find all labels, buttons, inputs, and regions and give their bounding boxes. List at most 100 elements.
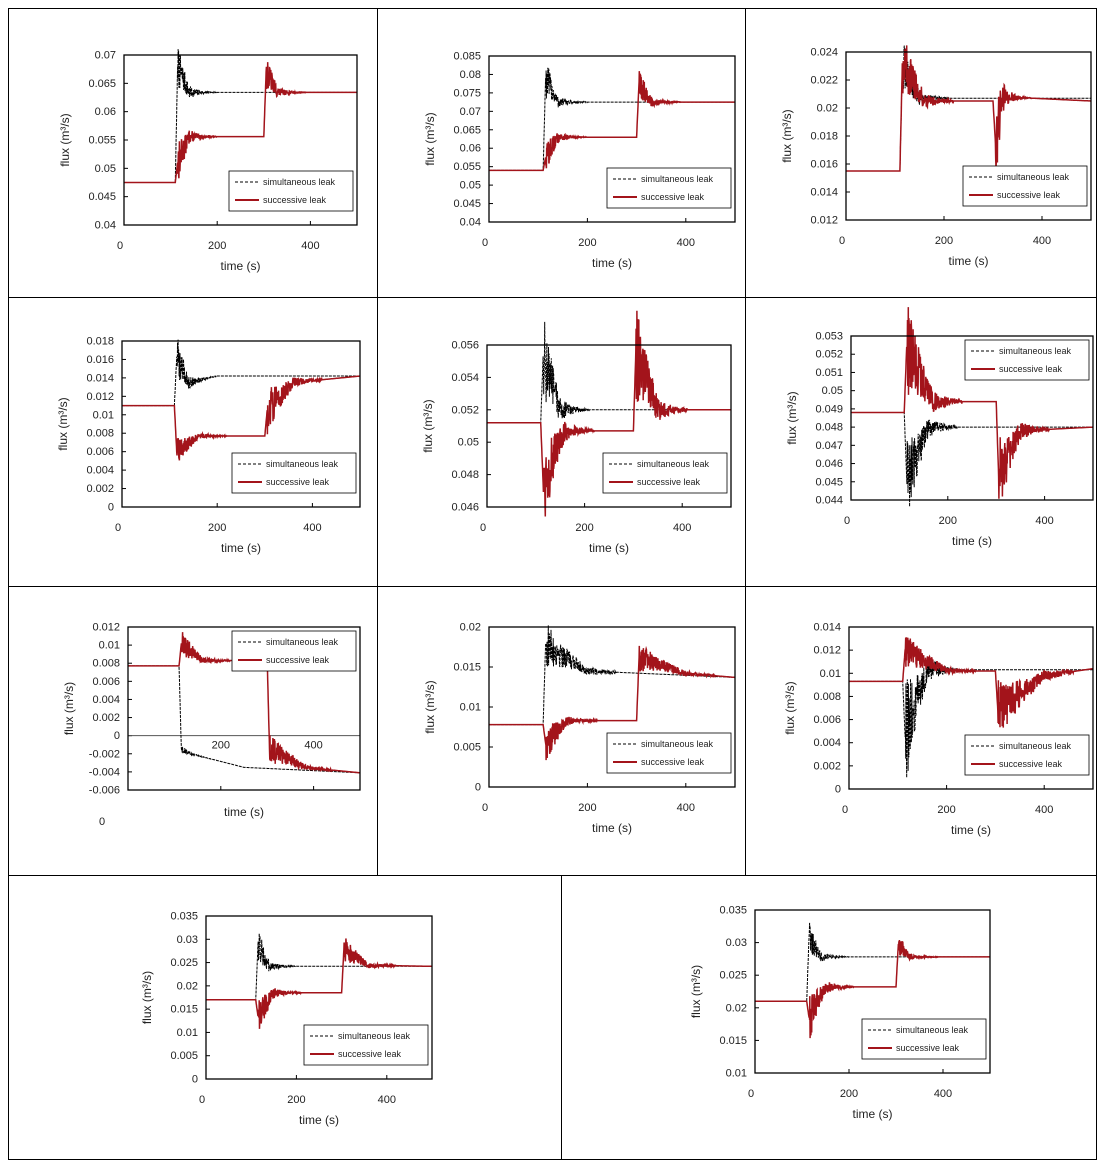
chart-panel-9: 0 0.002 0.004 0.006 0.008 0.01 0.012 0.014 0 200 4…	[745, 586, 1097, 876]
x-tick-label: 400	[1035, 515, 1053, 527]
y-tick-label: 0.047	[815, 440, 843, 452]
y-tick-label: 0.005	[453, 742, 481, 754]
legend-label: simultaneous leak	[266, 637, 339, 647]
x-tick-label: 0	[117, 240, 123, 252]
x-tick-label: 400	[934, 1088, 952, 1100]
y-tick-label: 0.01	[726, 1068, 747, 1080]
x-tick-label: 200	[575, 522, 593, 534]
y-tick-label: 0.051	[815, 367, 843, 379]
chart-svg: 0 0.002 0.004 0.006 0.008 0.01 0.012 0.014 0 200 4…	[783, 622, 1094, 837]
x-tick-label: 200	[578, 237, 596, 249]
x-axis-label: time (s)	[221, 259, 261, 273]
y-axis-label: flux (m³/s)	[140, 971, 154, 1024]
series-successive-leak	[124, 62, 357, 184]
series-simultaneous-leak	[489, 67, 735, 171]
x-tick-label: 200	[208, 522, 226, 534]
y-tick-label: 0.04	[95, 220, 116, 232]
legend-label: successive leak	[637, 477, 701, 487]
x-axis-label: time (s)	[951, 823, 991, 837]
series-successive-leak	[755, 939, 990, 1039]
legend-box	[602, 452, 728, 494]
series-successive-leak	[849, 637, 1093, 728]
y-tick-label: 0.054	[451, 372, 479, 384]
legend-label: simultaneous leak	[997, 172, 1070, 182]
y-tick-label: 0.075	[453, 87, 481, 99]
y-tick-label: 0	[835, 784, 841, 796]
y-tick-label: 0.01	[99, 640, 120, 652]
legend-label: simultaneous leak	[338, 1031, 411, 1041]
y-tick-label: 0.005	[170, 1050, 198, 1062]
y-tick-label: 0.01	[820, 668, 841, 680]
y-tick-label: 0.01	[93, 409, 114, 421]
series-successive-leak	[122, 375, 361, 461]
y-tick-label: 0.014	[810, 187, 838, 199]
y-tick-label: 0.025	[719, 970, 747, 982]
y-tick-label: 0.004	[92, 694, 120, 706]
chart-panel-2: 0.04 0.045 0.05 0.055 0.06 0.065 0.07 0.075 0.08…	[377, 8, 746, 298]
x-tick-label: 200	[939, 515, 957, 527]
legend-label: successive leak	[999, 364, 1063, 374]
x-axis-label: time (s)	[589, 541, 629, 555]
plot-frame	[127, 626, 361, 791]
y-tick-label: 0.016	[86, 354, 114, 366]
y-tick-label: 0.055	[88, 135, 116, 147]
y-tick-label: 0.004	[813, 737, 841, 749]
plot-frame	[848, 626, 1094, 790]
x-tick-label: 400	[303, 522, 321, 534]
x-tick-label: 400	[677, 802, 695, 814]
y-tick-label: 0.012	[813, 645, 841, 657]
x-tick-label: 200	[937, 804, 955, 816]
y-tick-label: 0.022	[810, 75, 838, 87]
y-tick-label: 0.015	[170, 1004, 198, 1016]
chart-svg: 0.012 0.014 0.016 0.018 0.02 0.022 0.024 0 200 40…	[780, 45, 1092, 268]
chart-panel-6: 0.044 0.045 0.046 0.047 0.048 0.049 0.05 0.051 0…	[745, 297, 1097, 587]
series-simultaneous-leak	[851, 412, 1093, 507]
x-tick-label: 400	[1035, 804, 1053, 816]
y-tick-label: 0.018	[86, 336, 114, 348]
x-axis-label: time (s)	[592, 821, 632, 835]
y-tick-label: 0.046	[451, 502, 479, 514]
y-tick-label: 0.07	[95, 50, 116, 62]
chart-svg: 0.046 0.048 0.05 0.052 0.054 0.056 0 200 400 time…	[421, 310, 732, 555]
chart-panel-10: 0 0.005 0.01 0.015 0.02 0.025 0.03 0.035 0 200 400…	[8, 875, 562, 1160]
x-tick-label: 400	[677, 237, 695, 249]
legend-label: successive leak	[999, 759, 1063, 769]
legend-label: successive leak	[266, 477, 330, 487]
x-axis-label: time (s)	[949, 254, 989, 268]
chart-svg: -0.006 -0.004 -0.002 0 0.002 0.004 0.006 0.008 0…	[62, 622, 361, 828]
chart-svg: 0.04 0.045 0.05 0.055 0.06 0.065 0.07 0.075 0.08…	[423, 51, 736, 270]
y-tick-label: 0.045	[815, 476, 843, 488]
legend-box	[228, 170, 354, 212]
y-tick-label: -0.004	[89, 766, 120, 778]
legend-box	[964, 734, 1090, 776]
y-tick-label: 0.045	[88, 191, 116, 203]
y-tick-label: 0.02	[177, 980, 198, 992]
series-simultaneous-leak	[122, 339, 360, 407]
plot-frame	[754, 909, 991, 1074]
y-tick-label: 0.018	[810, 131, 838, 143]
x-tick-label: 200	[840, 1088, 858, 1100]
y-tick-label: 0.05	[95, 163, 116, 175]
chart-panel-5: 0.046 0.048 0.05 0.052 0.054 0.056 0 200 400 time…	[377, 297, 746, 587]
legend-box	[231, 452, 357, 494]
legend-label: simultaneous leak	[999, 346, 1072, 356]
legend-label: successive leak	[263, 195, 327, 205]
y-tick-label: 0.048	[815, 422, 843, 434]
y-tick-label: 0.055	[453, 161, 481, 173]
plot-frame	[850, 335, 1094, 501]
x-tick-label: 400	[378, 1094, 396, 1106]
y-tick-label: 0.002	[813, 760, 841, 772]
y-tick-label: 0.02	[817, 103, 838, 115]
legend-label: successive leak	[997, 190, 1061, 200]
chart-svg: 0.044 0.045 0.046 0.047 0.048 0.049 0.05 0.051 0…	[785, 307, 1094, 548]
chart-panel-3: 0.012 0.014 0.016 0.018 0.02 0.022 0.024 0 200 40…	[745, 8, 1097, 298]
legend-box	[231, 630, 357, 672]
y-tick-label: 0.03	[726, 937, 747, 949]
legend-label: simultaneous leak	[637, 459, 710, 469]
x-tick-label: 400	[673, 522, 691, 534]
plot-frame	[121, 340, 361, 508]
y-tick-label: 0.015	[453, 662, 481, 674]
y-tick-label: 0.056	[451, 340, 479, 352]
y-tick-label: 0.048	[451, 469, 479, 481]
chart-panel-11: 0.01 0.015 0.02 0.025 0.03 0.035 0 200 400 time (…	[561, 875, 1097, 1160]
